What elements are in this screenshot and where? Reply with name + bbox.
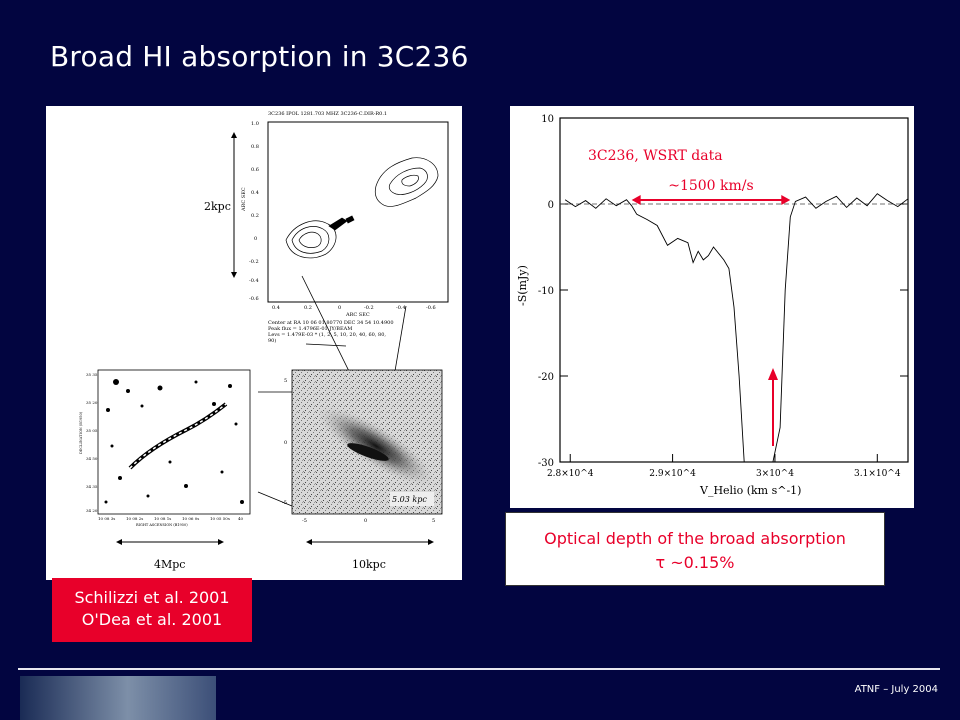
- plot-frame: [559, 117, 909, 463]
- y-tick: 0.8: [251, 144, 259, 150]
- radio-map-figure: 3C236 IPOL 1281.703 MHZ 3C236-C.DIR-R0.1…: [46, 106, 462, 580]
- x-tick: 10 05 50s: [210, 516, 230, 521]
- x-tick: 10 08 3s: [98, 516, 115, 521]
- y-tick: -5: [282, 500, 287, 506]
- galaxy-core: [347, 443, 389, 461]
- y-tick: 34 50: [86, 456, 98, 461]
- y-tick: 0.2: [251, 213, 259, 219]
- reference-line: Schilizzi et al. 2001: [74, 588, 230, 607]
- chart-title: 3C236, WSRT data: [588, 148, 723, 164]
- y-tick: 0.4: [251, 190, 259, 196]
- y-ticks: 10 0 -10 -20 -30: [538, 114, 908, 469]
- optical-depth-box: Optical depth of the broad absorption τ …: [505, 512, 885, 586]
- x-tick: 10 08 1s: [154, 516, 171, 521]
- optical-depth-value: τ ~0.15%: [655, 553, 735, 572]
- wide-field-y-axis-label: DECLINATION (B1950): [79, 411, 83, 454]
- radio-map-svg: 3C236 IPOL 1281.703 MHZ 3C236-C.DIR-R0.1…: [79, 111, 449, 571]
- x-tick: 10 08 2s: [126, 516, 143, 521]
- y-tick: 35 05: [86, 428, 98, 433]
- map-info-line: Center at RA 10 06 01.80770 DEC 34 54 10…: [268, 320, 394, 326]
- broad-absorption-arrowhead: [768, 368, 778, 380]
- spectrum-svg: 10 0 -10 -20 -30 2.8×10^4 2.9×10^4 3×10^4 3.1×1…: [516, 114, 909, 497]
- y-tick: 34 35: [86, 484, 98, 489]
- wide-field-x-axis-label: RIGHT ASCENSION (B1950): [136, 523, 188, 527]
- map-info-line: Levs = 1.479E-03 * (1, 2, 5, 10, 20, 40,…: [268, 331, 386, 338]
- scale-label-4mpc: 4Mpc: [154, 558, 185, 571]
- y-tick: 35 20: [86, 400, 98, 405]
- x-tick-label: 3.1×10^4: [854, 469, 901, 479]
- x-ticks: 2.8×10^4 2.9×10^4 3×10^4 3.1×10^4: [547, 454, 901, 479]
- optical-depth-line: Optical depth of the broad absorption: [544, 529, 846, 548]
- x-tick: -0.4: [396, 305, 406, 311]
- zoom-x-ticks: -5 0 5: [302, 518, 435, 524]
- y-tick: -0.2: [249, 259, 259, 265]
- x-tick: 0.2: [304, 305, 312, 311]
- y-tick: -0.6: [249, 296, 259, 302]
- contour-x-ticks: 0.4 0.2 0 -0.2 -0.4 -0.6: [272, 305, 436, 311]
- y-tick: 5: [284, 378, 287, 384]
- reference-box: Schilizzi et al. 2001 O'Dea et al. 2001: [52, 578, 252, 642]
- hi-spectrum-chart: 10 0 -10 -20 -30 2.8×10^4 2.9×10^4 3×10^4 3.1×1…: [510, 106, 914, 508]
- telescope-footer-image: [20, 676, 216, 720]
- y-tick: 34 20: [86, 508, 98, 513]
- footer-divider: [18, 668, 940, 670]
- x-tick-label: 2.8×10^4: [547, 469, 594, 479]
- y-tick: -0.4: [249, 278, 259, 284]
- contour-map-frame: [267, 121, 449, 303]
- map-info-line: 90): [268, 337, 276, 344]
- footer-text: ATNF – July 2004: [854, 684, 938, 695]
- wide-field-sources: [104, 379, 244, 504]
- x-tick: 40: [238, 516, 244, 521]
- y-tick: 1.0: [251, 121, 259, 127]
- wide-field-map: [97, 369, 251, 515]
- host-galaxy: [315, 405, 437, 487]
- x-tick-label: 3×10^4: [756, 469, 794, 479]
- y-tick-label: -30: [538, 458, 554, 469]
- x-tick: 5: [432, 518, 435, 524]
- y-tick-label: 0: [548, 200, 554, 211]
- y-tick: 0: [284, 440, 287, 446]
- x-tick: 0.4: [272, 305, 280, 311]
- contour-y-ticks: 1.0 0.8 0.6 0.4 0.2 0 -0.2 -0.4 -0.6: [249, 121, 259, 302]
- x-tick: -0.6: [426, 305, 436, 311]
- contour-y-axis-label: ARC SEC: [241, 187, 247, 212]
- width-annotation-label: ~1500 km/s: [668, 178, 753, 194]
- inset-scale-label: 5.03 kpc: [392, 495, 427, 504]
- spectrum-series-line: [564, 193, 909, 463]
- zoom-y-ticks: 5 0 -5: [282, 378, 287, 506]
- y-axis-label: -S(mJy): [516, 265, 529, 306]
- page-title: Broad HI absorption in 3C236: [50, 40, 469, 73]
- x-tick: -5: [302, 518, 307, 524]
- map-header-line: 3C236 IPOL 1281.703 MHZ 3C236-C.DIR-R0.1: [268, 111, 387, 117]
- x-tick-label: 2.9×10^4: [649, 469, 696, 479]
- y-tick: 0: [254, 236, 257, 242]
- scale-label-10kpc: 10kpc: [352, 558, 386, 571]
- x-tick: -0.2: [364, 305, 374, 311]
- x-axis-label: V_Helio (km s^-1): [699, 484, 801, 497]
- contour-x-axis-label: ARC SEC: [345, 312, 370, 318]
- y-tick-label: -20: [538, 372, 554, 383]
- scale-label-2kpc: 2kpc: [204, 200, 231, 213]
- reference-line: O'Dea et al. 2001: [81, 610, 223, 629]
- x-tick: 0: [364, 518, 367, 524]
- y-tick: 35 35: [86, 372, 98, 377]
- map-info-line: Peak flux = 1.4796E-01 JY/BEAM: [268, 326, 352, 332]
- y-tick-label: 10: [541, 114, 554, 125]
- radio-contours: [285, 157, 439, 259]
- y-tick: 0.6: [251, 167, 259, 173]
- wide-field-x-ticks: 10 08 3s 10 08 2s 10 08 1s 10 06 0s 10 0…: [98, 516, 244, 521]
- wide-field-y-ticks: 35 35 35 20 35 05 34 50 34 35 34 20: [86, 372, 98, 513]
- x-tick: 0: [338, 305, 341, 311]
- y-tick-label: -10: [538, 286, 554, 297]
- x-tick: 10 06 0s: [182, 516, 199, 521]
